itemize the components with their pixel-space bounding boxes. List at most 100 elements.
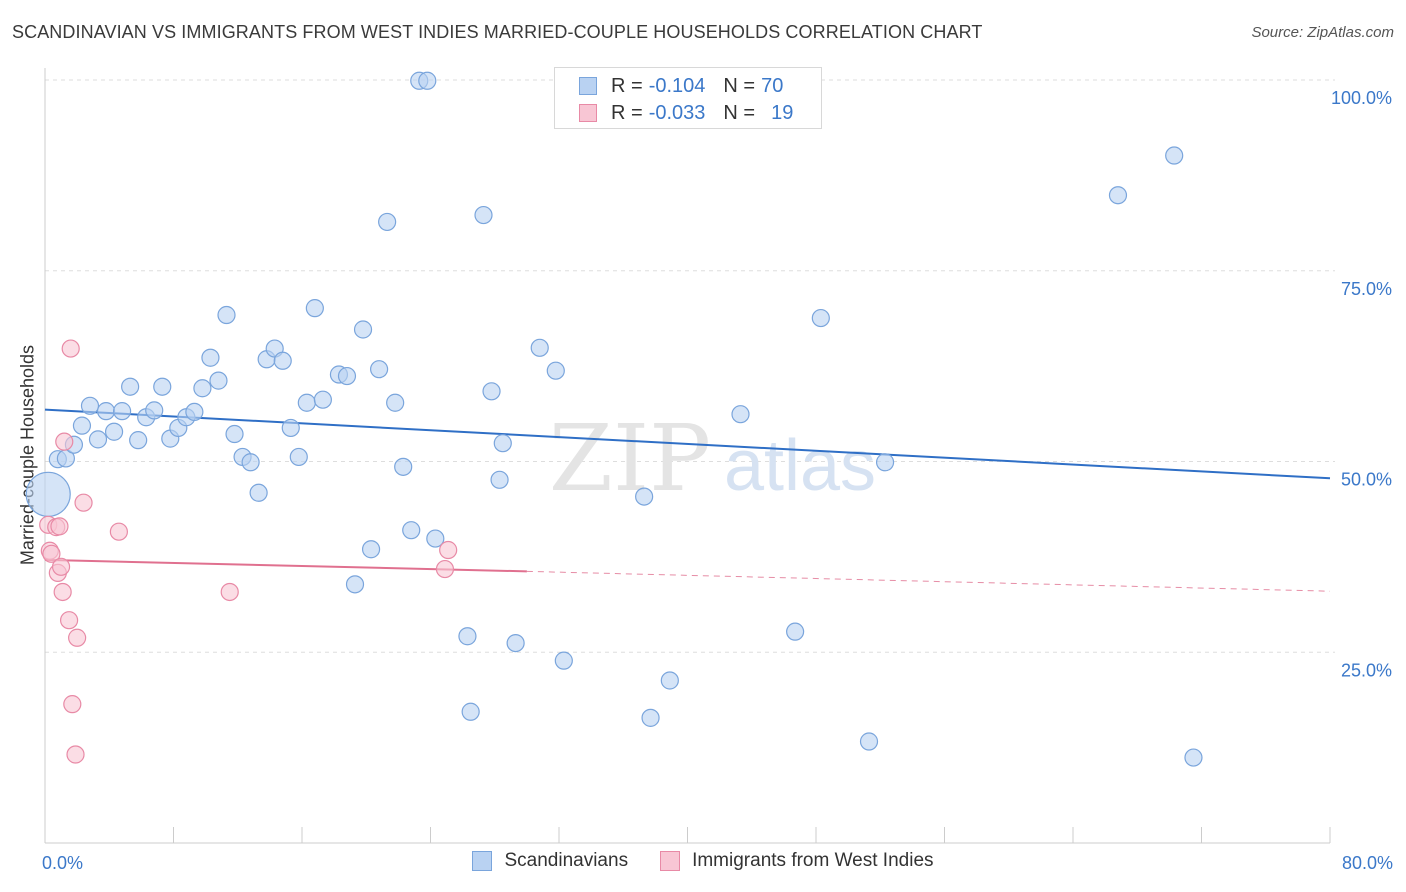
scandinavians-point [370,360,389,379]
scandinavians-point [458,627,477,646]
legend-n-value: 19 [771,101,794,124]
legend-r-value: -0.104 [648,74,706,97]
scandinavians-point [378,212,397,232]
scandinavians-point [482,382,501,401]
legend-n-value: 70 [761,74,784,97]
trend-line-west-indies-extrapolated [526,570,1331,592]
trend-line-scandinavians [44,408,1331,480]
scandinavians-point [72,416,92,435]
x-tick-label: 80.0% [1342,853,1393,873]
west-indies-point [109,522,128,541]
legend-n-label: N = [723,74,756,97]
scandinavians-point [418,71,437,90]
legend-swatch-blue [579,77,597,95]
west-indies-point [66,745,85,764]
scandinavians-point [88,430,108,449]
scandinavians-point [121,377,140,396]
scandinavians-point [1108,186,1128,205]
series-west-indies [39,339,458,764]
legend-swatch-pink [660,851,681,871]
scandinavians-point [394,457,413,476]
correlation-legend: R = -0.104 N = 70 R = -0.033 N = 19 [554,67,822,129]
west-indies-point [63,695,82,714]
scandinavians-point [490,470,509,489]
y-tick-label: 50.0% [1341,470,1392,490]
scandinavians-point [80,396,100,415]
west-indies-point [68,628,87,647]
scandinavians-point [530,338,549,357]
scandinavians-point [145,401,164,420]
scandinavians-point [96,402,116,421]
scandinavians-point [786,622,805,641]
watermark-zip: ZIP [549,405,711,512]
scandinavians-point [25,471,71,517]
scandinavians-point [461,702,480,721]
legend-row-west-indies: R = -0.033 N = 19 [579,100,793,126]
scandinavians-point [129,431,148,450]
scandinavians-point [185,402,204,422]
gridlines [45,79,1335,653]
watermark: ZIP atlas [549,405,876,512]
legend-swatch-pink [579,104,597,122]
chart-title: SCANDINAVIAN VS IMMIGRANTS FROM WEST IND… [12,22,983,42]
y-tick-label: 100.0% [1331,88,1392,108]
scandinavians-point [660,671,679,690]
legend-label-scandinavians: Scandinavians [504,850,629,871]
scandinavians-point [386,393,405,412]
west-indies-point [51,557,71,576]
scandinavians-point [297,393,316,412]
scandinavians-point [859,732,879,751]
y-tick-label: 25.0% [1341,660,1392,680]
series-legend: Scandinavians Immigrants from West Indie… [0,850,1406,872]
scandinavians-point [1184,748,1203,767]
scandinavians-point [635,487,654,506]
scandinavians-point [345,575,365,594]
scandinavians-point [112,402,132,421]
scandinavians-point [273,351,292,370]
series-scandinavians [25,71,1203,767]
legend-r-label: R = [611,74,643,97]
west-indies-point [50,517,69,536]
scandinavians-point [506,633,525,653]
west-indies-point [61,339,80,358]
scandinavians-point [337,366,357,386]
scandinavians-point [1165,146,1184,165]
west-indies-point [435,559,455,579]
x-tick-label: 0.0% [42,853,83,873]
scandinavians-point [193,379,212,398]
scandinavians-point [554,651,573,670]
scandinavians-point [426,529,445,548]
legend-n-label: N = [723,101,756,124]
source-credit: Source: ZipAtlas.com [1251,24,1394,41]
y-tick-label: 75.0% [1341,279,1392,299]
scandinavians-point [217,305,236,325]
axes [44,68,1331,844]
scandinavians-point [402,521,421,540]
scandinavians-point [153,377,172,396]
scandinavians-point [875,453,895,472]
scandinavians-point [225,424,244,444]
west-indies-point [59,611,79,630]
scandinavians-point [209,371,228,390]
legend-r-value: -0.033 [648,101,706,124]
scandinavians-point [731,405,750,424]
scandinavians-point [474,205,493,225]
scandinavians-point [201,348,220,367]
legend-item-scandinavians: Scandinavians [472,850,628,872]
legend-label-west-indies: Immigrants from West Indies [692,850,934,871]
scandinavians-point [353,320,373,339]
trend-line-west-indies [44,558,527,573]
west-indies-point [220,582,239,602]
scandinavians-point [811,308,830,328]
legend-row-scandinavians: R = -0.104 N = 70 [579,73,783,99]
west-indies-point [53,582,72,602]
west-indies-point [439,540,458,560]
west-indies-point [55,432,74,451]
scandinavians-point [546,361,565,380]
scandinavians-point [249,483,268,502]
tick-labels: 25.0% 50.0% 75.0% 100.0% 0.0% 80.0% [42,88,1393,873]
scandinavians-point [289,447,308,467]
legend-r-label: R = [611,101,643,124]
scandinavians-point [241,453,260,472]
